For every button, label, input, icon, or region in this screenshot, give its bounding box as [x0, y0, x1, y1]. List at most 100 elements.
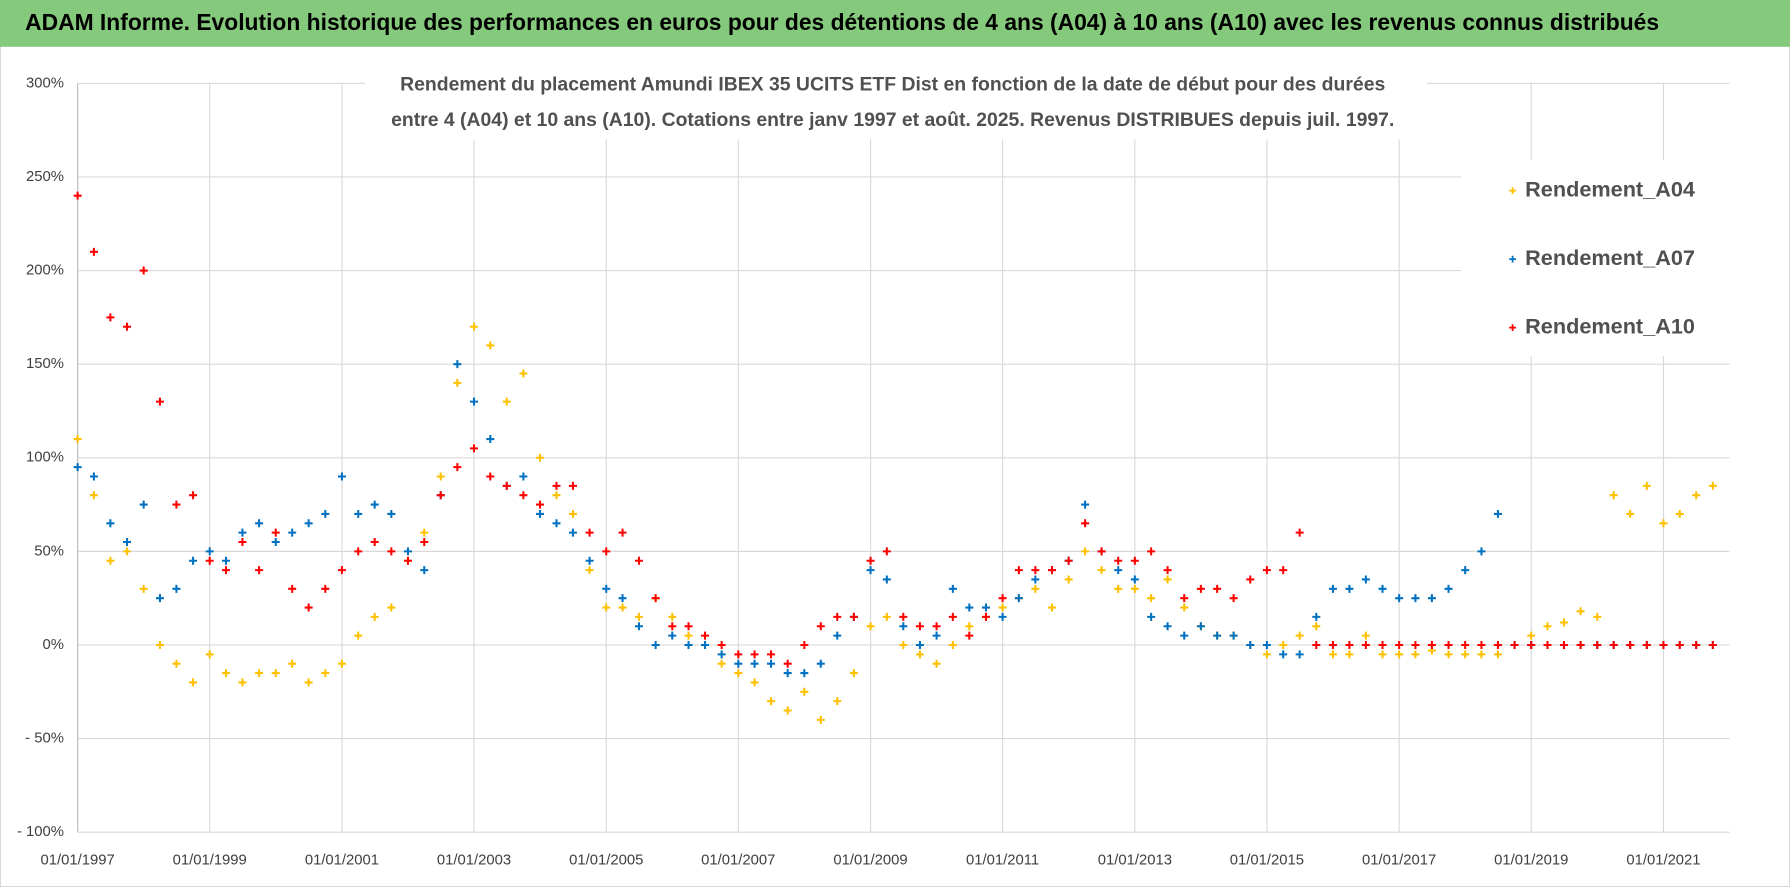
point [882, 575, 891, 584]
point [1659, 640, 1668, 649]
point [585, 528, 594, 537]
point [321, 669, 330, 678]
y-tick-label: 250% [26, 169, 64, 185]
point [370, 500, 379, 509]
point [1675, 640, 1684, 649]
point [1477, 547, 1486, 556]
point [1444, 640, 1453, 649]
point [734, 669, 743, 678]
point [1279, 640, 1288, 649]
point [618, 528, 627, 537]
header-title: ADAM Informe. Evolution historique des p… [25, 9, 1659, 35]
point [1031, 584, 1040, 593]
point [1378, 640, 1387, 649]
point [1543, 622, 1552, 631]
point [1378, 584, 1387, 593]
point [701, 631, 710, 640]
point [701, 640, 710, 649]
point [106, 519, 115, 528]
point [634, 612, 643, 621]
point [1626, 640, 1635, 649]
point [123, 538, 132, 547]
point [833, 697, 842, 706]
point [1427, 594, 1436, 603]
point [1064, 556, 1073, 565]
point [1378, 650, 1387, 659]
point [1295, 650, 1304, 659]
point [1213, 631, 1222, 640]
point [1461, 640, 1470, 649]
point [750, 650, 759, 659]
point [1510, 640, 1519, 649]
point [271, 528, 280, 537]
point [998, 603, 1007, 612]
point [321, 509, 330, 518]
point [568, 509, 577, 518]
point [337, 659, 346, 668]
point [255, 669, 264, 678]
point [684, 631, 693, 640]
x-tick-label: 01/01/2009 [833, 853, 907, 869]
point [155, 594, 164, 603]
point [602, 547, 611, 556]
point [866, 556, 875, 565]
point [1675, 509, 1684, 518]
point [684, 622, 693, 631]
x-tick-label: 01/01/2007 [701, 853, 775, 869]
point [502, 481, 511, 490]
point [783, 659, 792, 668]
point [651, 594, 660, 603]
point [271, 538, 280, 547]
point [519, 369, 528, 378]
point [833, 631, 842, 640]
point [238, 538, 247, 547]
point [89, 491, 98, 500]
point [123, 322, 132, 331]
point [882, 547, 891, 556]
point [552, 519, 561, 528]
point [453, 378, 462, 387]
title-box [365, 66, 1427, 140]
point [1361, 575, 1370, 584]
point [981, 612, 990, 621]
point [354, 631, 363, 640]
point [172, 584, 181, 593]
point [932, 659, 941, 668]
point [106, 313, 115, 322]
point [1031, 566, 1040, 575]
point [1097, 547, 1106, 556]
point [519, 472, 528, 481]
point [106, 556, 115, 565]
y-tick-label: - 100% [17, 824, 64, 840]
point [189, 556, 198, 565]
point [1180, 594, 1189, 603]
point [470, 322, 478, 331]
legend-marker [1509, 324, 1517, 332]
point [337, 472, 346, 481]
point [89, 472, 98, 481]
point [536, 500, 545, 509]
point [668, 631, 677, 640]
point [205, 556, 214, 565]
point [866, 622, 875, 631]
x-tick-label: 01/01/1999 [173, 853, 247, 869]
point [470, 444, 478, 453]
point [684, 640, 693, 649]
point [783, 669, 792, 678]
point [304, 603, 313, 612]
point [172, 659, 181, 668]
point [1692, 640, 1701, 649]
point [1361, 640, 1370, 649]
point [1411, 594, 1420, 603]
point [172, 500, 181, 509]
point [73, 191, 82, 200]
point [470, 397, 478, 406]
point [1014, 594, 1023, 603]
point [1114, 556, 1123, 565]
point [734, 650, 743, 659]
point [288, 584, 297, 593]
x-tick-label: 01/01/2019 [1494, 853, 1568, 869]
point [1477, 650, 1486, 659]
point [1345, 640, 1354, 649]
